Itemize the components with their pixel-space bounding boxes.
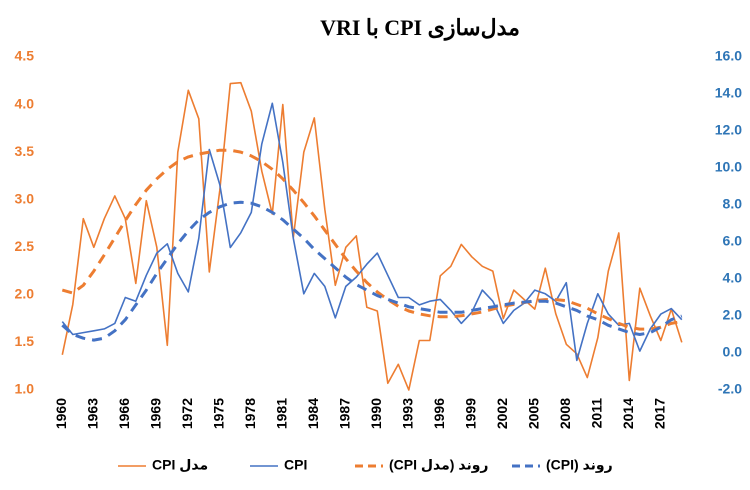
x-tick-label: 1975 (210, 398, 226, 429)
x-tick-label: 1963 (84, 398, 100, 429)
y2-tick-label: 4.0 (723, 270, 743, 286)
x-tick-label: 2017 (651, 398, 667, 429)
x-tick-label: 1984 (305, 398, 321, 429)
y-tick-label: 1.0 (15, 381, 35, 397)
y2-tick-label: 16.0 (715, 48, 742, 64)
y2-tick-label: 12.0 (715, 122, 742, 138)
x-tick-label: 1969 (147, 398, 163, 429)
y2-tick-label: 8.0 (723, 196, 743, 212)
y2-tick-label: 0.0 (723, 344, 743, 360)
x-tick-label: 1960 (53, 398, 69, 429)
y2-tick-label: 2.0 (723, 307, 743, 323)
y2-tick-label: -2.0 (718, 381, 742, 397)
y-tick-label: 2.5 (15, 238, 35, 254)
x-tick-label: 1999 (462, 398, 478, 429)
y-tick-label: 3.5 (15, 143, 35, 159)
y-tick-label: 4.0 (15, 95, 35, 111)
trend-line (61, 148, 683, 331)
x-tick-label: 2005 (525, 398, 541, 429)
x-tick-label: 1993 (399, 398, 415, 429)
chart-title: مدل‌سازی CPI با VRI (320, 15, 520, 41)
x-tick-label: 2002 (494, 398, 510, 429)
y2-tick-label: 14.0 (715, 85, 742, 101)
x-tick-label: 2011 (588, 398, 604, 429)
y-tick-label: 2.0 (15, 286, 35, 302)
y-tick-label: 4.5 (15, 48, 35, 64)
y-tick-label: 1.5 (15, 333, 35, 349)
series-line (61, 102, 683, 362)
legend-label: روند (CPI) (546, 457, 613, 474)
legend-label: CPI (284, 457, 307, 473)
x-tick-label: 1990 (368, 398, 384, 429)
x-tick-label: 2008 (557, 398, 573, 429)
y-tick-label: 3.0 (15, 190, 35, 206)
x-tick-label: 1981 (273, 398, 289, 429)
x-tick-label: 1996 (431, 398, 447, 429)
x-tick-label: 1987 (336, 398, 352, 429)
trend-line (61, 200, 683, 342)
x-tick-label: 1972 (179, 398, 195, 429)
x-tick-label: 1966 (116, 398, 132, 429)
y2-tick-label: 6.0 (723, 233, 743, 249)
series-line (61, 81, 683, 391)
y2-tick-label: 10.0 (715, 159, 742, 175)
legend-label: مدل CPI (152, 457, 208, 473)
x-tick-label: 1978 (242, 398, 258, 429)
legend-label: روند (مدل CPI) (389, 457, 488, 474)
x-tick-label: 2014 (620, 398, 636, 429)
